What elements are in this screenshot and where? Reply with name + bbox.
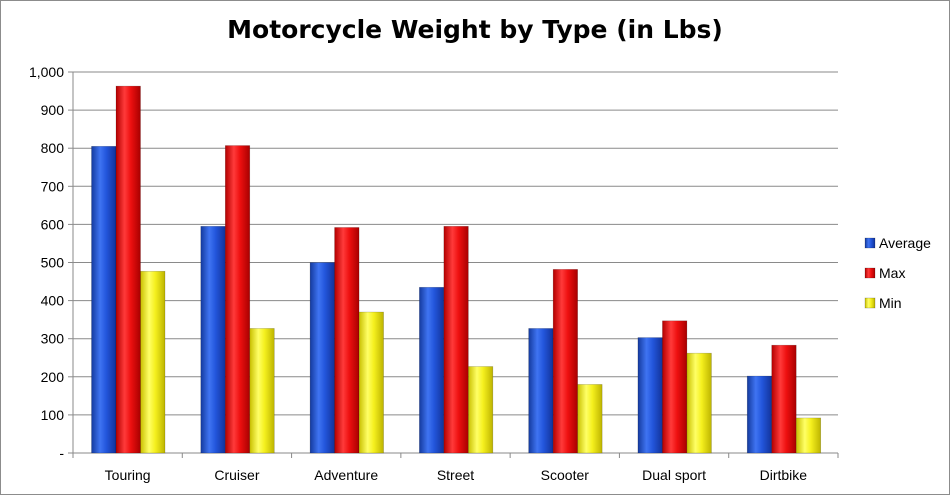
bar-average-touring <box>91 145 117 454</box>
x-tick-label: Cruiser <box>214 467 259 483</box>
legend-label-min: Min <box>879 295 902 311</box>
bar-min-adventure <box>358 311 384 454</box>
bar-average-dual-sport <box>637 337 663 454</box>
bar-min-touring <box>140 270 166 454</box>
bar-max-dirtbike <box>771 344 797 454</box>
bar-average-dirtbike <box>746 375 773 454</box>
bar-average-cruiser <box>200 226 226 454</box>
legend-label-max: Max <box>879 265 905 281</box>
y-tick-label: 400 <box>41 293 65 309</box>
x-tick-label: Street <box>437 467 474 483</box>
bar-max-touring <box>115 85 141 454</box>
y-tick-label: 100 <box>41 407 65 423</box>
y-tick-label: 1,000 <box>29 64 64 80</box>
y-tick-label: 900 <box>41 102 65 118</box>
y-tick-label: - <box>59 445 64 461</box>
bar-max-cruiser <box>224 145 251 454</box>
legend: Average Max Min <box>864 235 931 311</box>
bars <box>91 85 822 454</box>
y-tick-label: 300 <box>41 331 65 347</box>
legend-label-average: Average <box>879 235 931 251</box>
bar-min-cruiser <box>249 328 275 454</box>
bar-max-street <box>443 226 469 454</box>
x-tick-label: Adventure <box>314 467 378 483</box>
legend-swatch-max <box>864 267 876 279</box>
y-tick-label: 600 <box>41 216 65 232</box>
bar-min-dirtbike <box>795 417 822 454</box>
bar-min-dual-sport <box>686 352 712 454</box>
legend-swatch-average <box>864 237 876 249</box>
y-tick-label: 500 <box>41 255 65 271</box>
y-tick-label: 700 <box>41 178 65 194</box>
bar-max-dual-sport <box>662 320 688 454</box>
bar-min-scooter <box>577 384 603 454</box>
bar-average-adventure <box>309 262 335 454</box>
bar-min-street <box>468 366 494 454</box>
chart-title: Motorcycle Weight by Type (in Lbs) <box>227 15 723 44</box>
x-tick-label: Scooter <box>541 467 590 483</box>
x-tick-label: Touring <box>105 467 151 483</box>
bar-max-adventure <box>334 227 360 454</box>
y-tick-label: 200 <box>41 369 65 385</box>
bar-max-scooter <box>552 269 578 454</box>
x-tick-label: Dirtbike <box>760 467 808 483</box>
axes: - 100 200 300 400 500 600 700 800 900 1,000 Touring… <box>29 64 839 483</box>
legend-swatch-min <box>864 297 876 309</box>
x-tick-label: Dual sport <box>642 467 706 483</box>
bar-average-scooter <box>528 328 554 454</box>
y-tick-label: 800 <box>41 140 65 156</box>
bar-average-street <box>419 286 445 454</box>
